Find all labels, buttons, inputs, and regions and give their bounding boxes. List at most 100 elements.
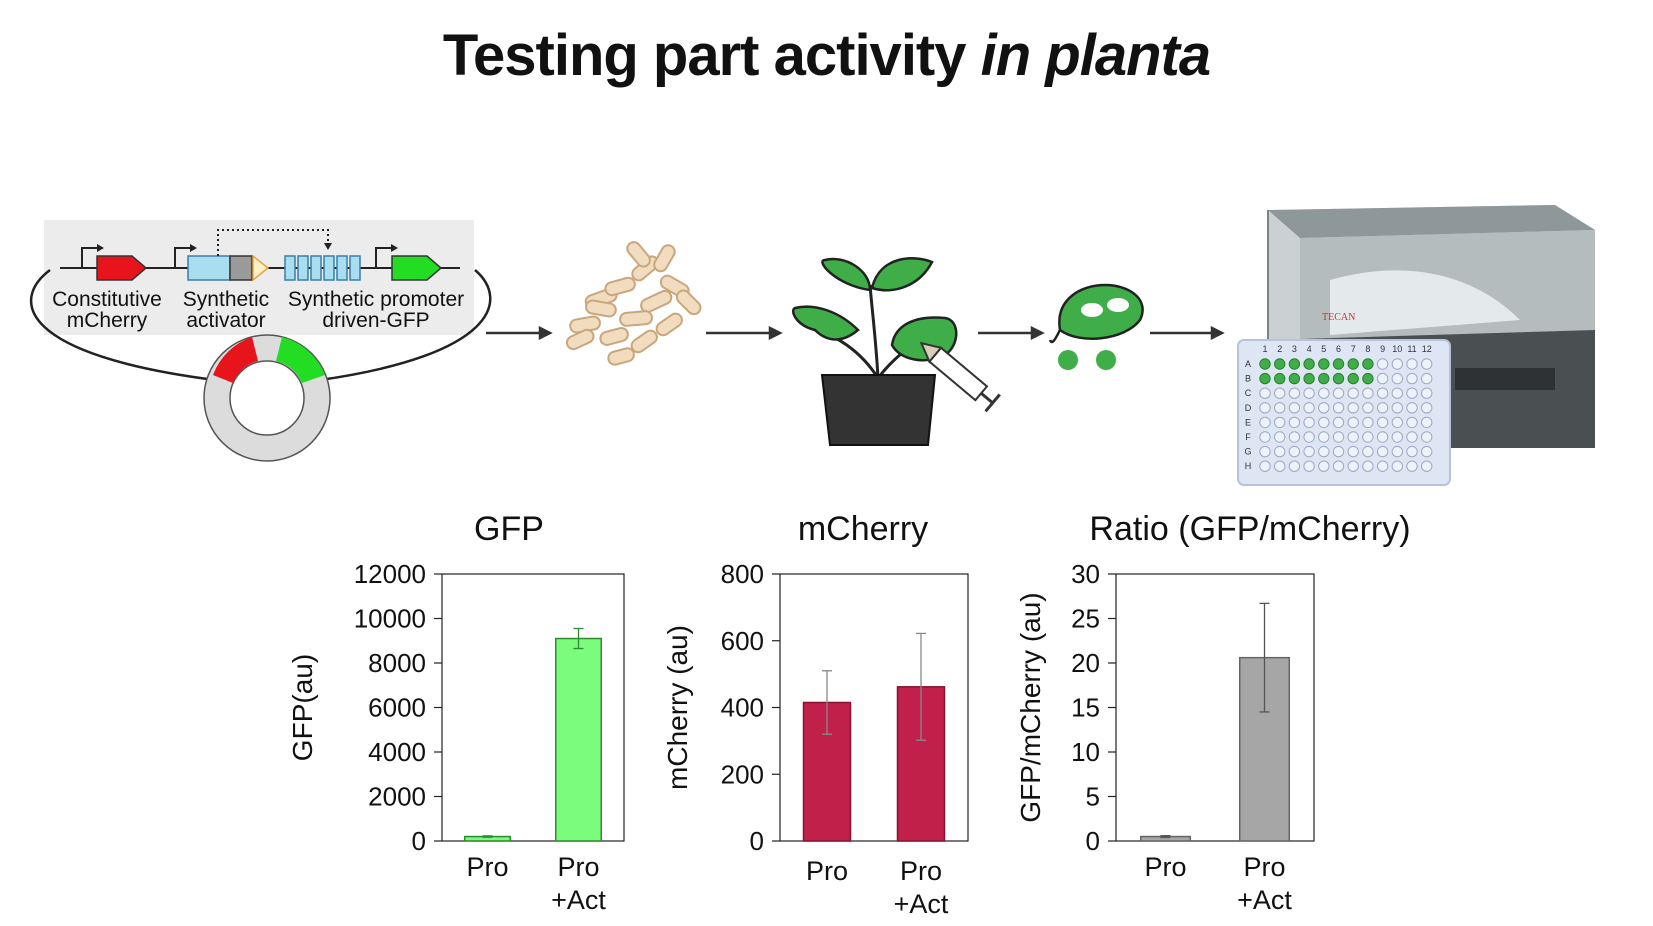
y-axis-label: GFP/mCherry (au) (1015, 592, 1046, 822)
plate-well (1406, 445, 1418, 458)
plate-well (1318, 387, 1330, 399)
y-tick-label: 0 (412, 826, 426, 856)
plate-well (1288, 387, 1301, 399)
agrobacteria-icon (565, 241, 702, 366)
plate-well (1332, 372, 1345, 385)
syringe-icon (919, 341, 1001, 413)
plate-well (1288, 431, 1301, 443)
operator-sites (284, 255, 361, 281)
plate-well (1362, 431, 1374, 443)
plate-well (1259, 387, 1271, 399)
x-category-label: Pro (466, 852, 508, 882)
plant-leaf (821, 257, 872, 292)
plate-col-label: 11 (1407, 344, 1416, 354)
plate-well (1332, 460, 1345, 472)
promoter-arrow-icon (81, 247, 100, 268)
plate-well (1303, 358, 1315, 370)
y-tick-label: 15 (1071, 693, 1100, 723)
plate-well (1406, 402, 1418, 414)
plate-well (1332, 416, 1345, 429)
plasmid-ring-inner (229, 360, 305, 436)
plate-row-label: G (1244, 447, 1251, 457)
chart-title: Ratio (GFP/mCherry) (1089, 510, 1410, 548)
plate-col-label: 2 (1277, 344, 1282, 354)
plate-well (1274, 372, 1286, 385)
plate-well (1376, 445, 1389, 458)
plate-well (1332, 445, 1345, 458)
plate-well (1406, 372, 1418, 385)
chart-title: mCherry (798, 510, 928, 548)
plate-row-label: D (1245, 403, 1252, 413)
y-tick-label: 30 (1071, 559, 1100, 589)
chart-title: GFP (474, 510, 544, 548)
plate-well (1332, 402, 1345, 414)
plate-well (1391, 431, 1404, 443)
plate-well (1421, 416, 1433, 429)
plate-well (1303, 445, 1315, 458)
plate-well (1259, 416, 1271, 429)
plate-well (1303, 372, 1315, 385)
plate-well (1303, 460, 1315, 472)
plate-well (1421, 402, 1433, 414)
plate-well (1391, 358, 1404, 370)
plant-icon (791, 257, 1001, 446)
chart-3: Ratio (GFP/mCherry) 0 5 10 15 20 25 30 GFP/mCher… (1015, 510, 1411, 915)
x-category-label: Pro (1144, 852, 1186, 882)
plate-well (1288, 460, 1301, 472)
plate-col-label: 5 (1321, 344, 1326, 354)
slide-title-main: Testing part activity (442, 23, 981, 88)
x-category-line: Pro (557, 852, 599, 882)
plate-well (1376, 372, 1389, 385)
plate-well (1347, 358, 1359, 370)
promoter-arrow-icon (97, 244, 104, 252)
plasmid-loop (29, 269, 492, 382)
plate-well (1259, 372, 1271, 385)
construct-label-gfp-1: Synthetic promoter (288, 288, 464, 311)
plate-well (1332, 387, 1345, 399)
x-category-line: Pro (1243, 852, 1285, 882)
y-axis-label: GFP(au) (287, 654, 318, 761)
plate-well (1259, 431, 1271, 443)
plate-well (1318, 431, 1330, 443)
plant-pot (820, 374, 937, 446)
construct-label-gfp-2: driven-GFP (322, 309, 429, 332)
plate-well (1391, 460, 1404, 472)
y-tick-label: 2000 (368, 782, 426, 812)
plate-well (1318, 445, 1330, 458)
slide-title: Testing part activity in planta (0, 22, 1653, 89)
plate-col-label: 1 (1262, 344, 1267, 354)
y-tick-label: 25 (1071, 604, 1100, 634)
plate-well (1318, 460, 1330, 472)
plate-well (1303, 387, 1315, 399)
y-tick-label: 12000 (354, 559, 426, 589)
plate-well (1288, 358, 1301, 370)
plate-well (1362, 387, 1374, 399)
plate-col-label: 9 (1380, 344, 1385, 354)
x-category-line: Pro (806, 856, 848, 886)
plate-well (1347, 402, 1359, 414)
plate-well (1362, 372, 1374, 385)
plate-well (1391, 387, 1404, 399)
plate-well (1318, 402, 1330, 414)
plate-well (1259, 358, 1271, 370)
plate-row-label: C (1245, 388, 1252, 398)
plate-row-label: B (1245, 374, 1251, 384)
plate-well (1274, 358, 1286, 370)
plate-col-label: 12 (1422, 344, 1432, 354)
plate-well (1376, 402, 1389, 414)
plate-well (1362, 445, 1374, 458)
plate-well (1362, 358, 1374, 370)
x-category-label: Pro (806, 856, 848, 886)
plate-col-label: 3 (1292, 344, 1297, 354)
plate-well (1376, 387, 1389, 399)
plate-col-label: 8 (1365, 344, 1370, 354)
plate-col-label: 4 (1307, 344, 1312, 354)
plate-col-label: 7 (1351, 344, 1356, 354)
workflow-arrows (486, 325, 1225, 341)
plate-well (1332, 358, 1345, 370)
plate-well (1376, 358, 1389, 370)
bar (555, 637, 602, 842)
plate-well (1347, 445, 1359, 458)
plate-well (1274, 387, 1286, 399)
